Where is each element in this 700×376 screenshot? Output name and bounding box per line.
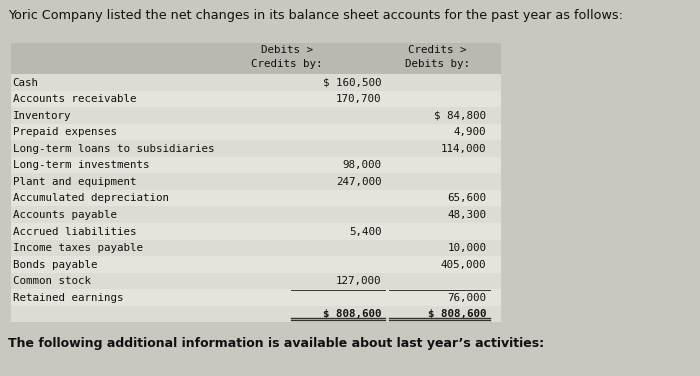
Text: Debits by:: Debits by: [405,59,470,70]
Text: $ 84,800: $ 84,800 [435,111,486,121]
Text: $ 808,600: $ 808,600 [428,309,486,319]
Text: Prepaid expenses: Prepaid expenses [13,127,117,137]
Text: 114,000: 114,000 [441,144,486,154]
Text: Accrued liabilities: Accrued liabilities [13,227,136,237]
Text: 127,000: 127,000 [336,276,382,286]
Text: 76,000: 76,000 [447,293,486,303]
Text: 48,300: 48,300 [447,210,486,220]
Text: Retained earnings: Retained earnings [13,293,123,303]
Text: Income taxes payable: Income taxes payable [13,243,143,253]
Text: Credits by:: Credits by: [251,59,323,70]
Text: 405,000: 405,000 [441,260,486,270]
Text: 5,400: 5,400 [349,227,382,237]
Text: Accumulated depreciation: Accumulated depreciation [13,194,169,203]
Text: Long-term loans to subsidiaries: Long-term loans to subsidiaries [13,144,214,154]
Text: Plant and equipment: Plant and equipment [13,177,136,187]
Text: $ 808,600: $ 808,600 [323,309,382,319]
Text: Long-term investments: Long-term investments [13,161,149,170]
Text: Cash: Cash [13,78,38,88]
Text: 98,000: 98,000 [342,161,382,170]
Text: Accounts payable: Accounts payable [13,210,117,220]
Text: Credits >: Credits > [408,45,467,55]
Text: Yoric Company listed the net changes in its balance sheet accounts for the past : Yoric Company listed the net changes in … [8,9,624,23]
Text: Common stock: Common stock [13,276,90,286]
Text: Inventory: Inventory [13,111,71,121]
Text: The following additional information is available about last year’s activities:: The following additional information is … [8,337,545,350]
Text: 10,000: 10,000 [447,243,486,253]
Text: Bonds payable: Bonds payable [13,260,97,270]
Text: 247,000: 247,000 [336,177,382,187]
Text: $ 160,500: $ 160,500 [323,78,382,88]
Text: 65,600: 65,600 [447,194,486,203]
Text: Debits >: Debits > [261,45,313,55]
Text: 4,900: 4,900 [454,127,486,137]
Text: Accounts receivable: Accounts receivable [13,94,136,104]
Text: 170,700: 170,700 [336,94,382,104]
